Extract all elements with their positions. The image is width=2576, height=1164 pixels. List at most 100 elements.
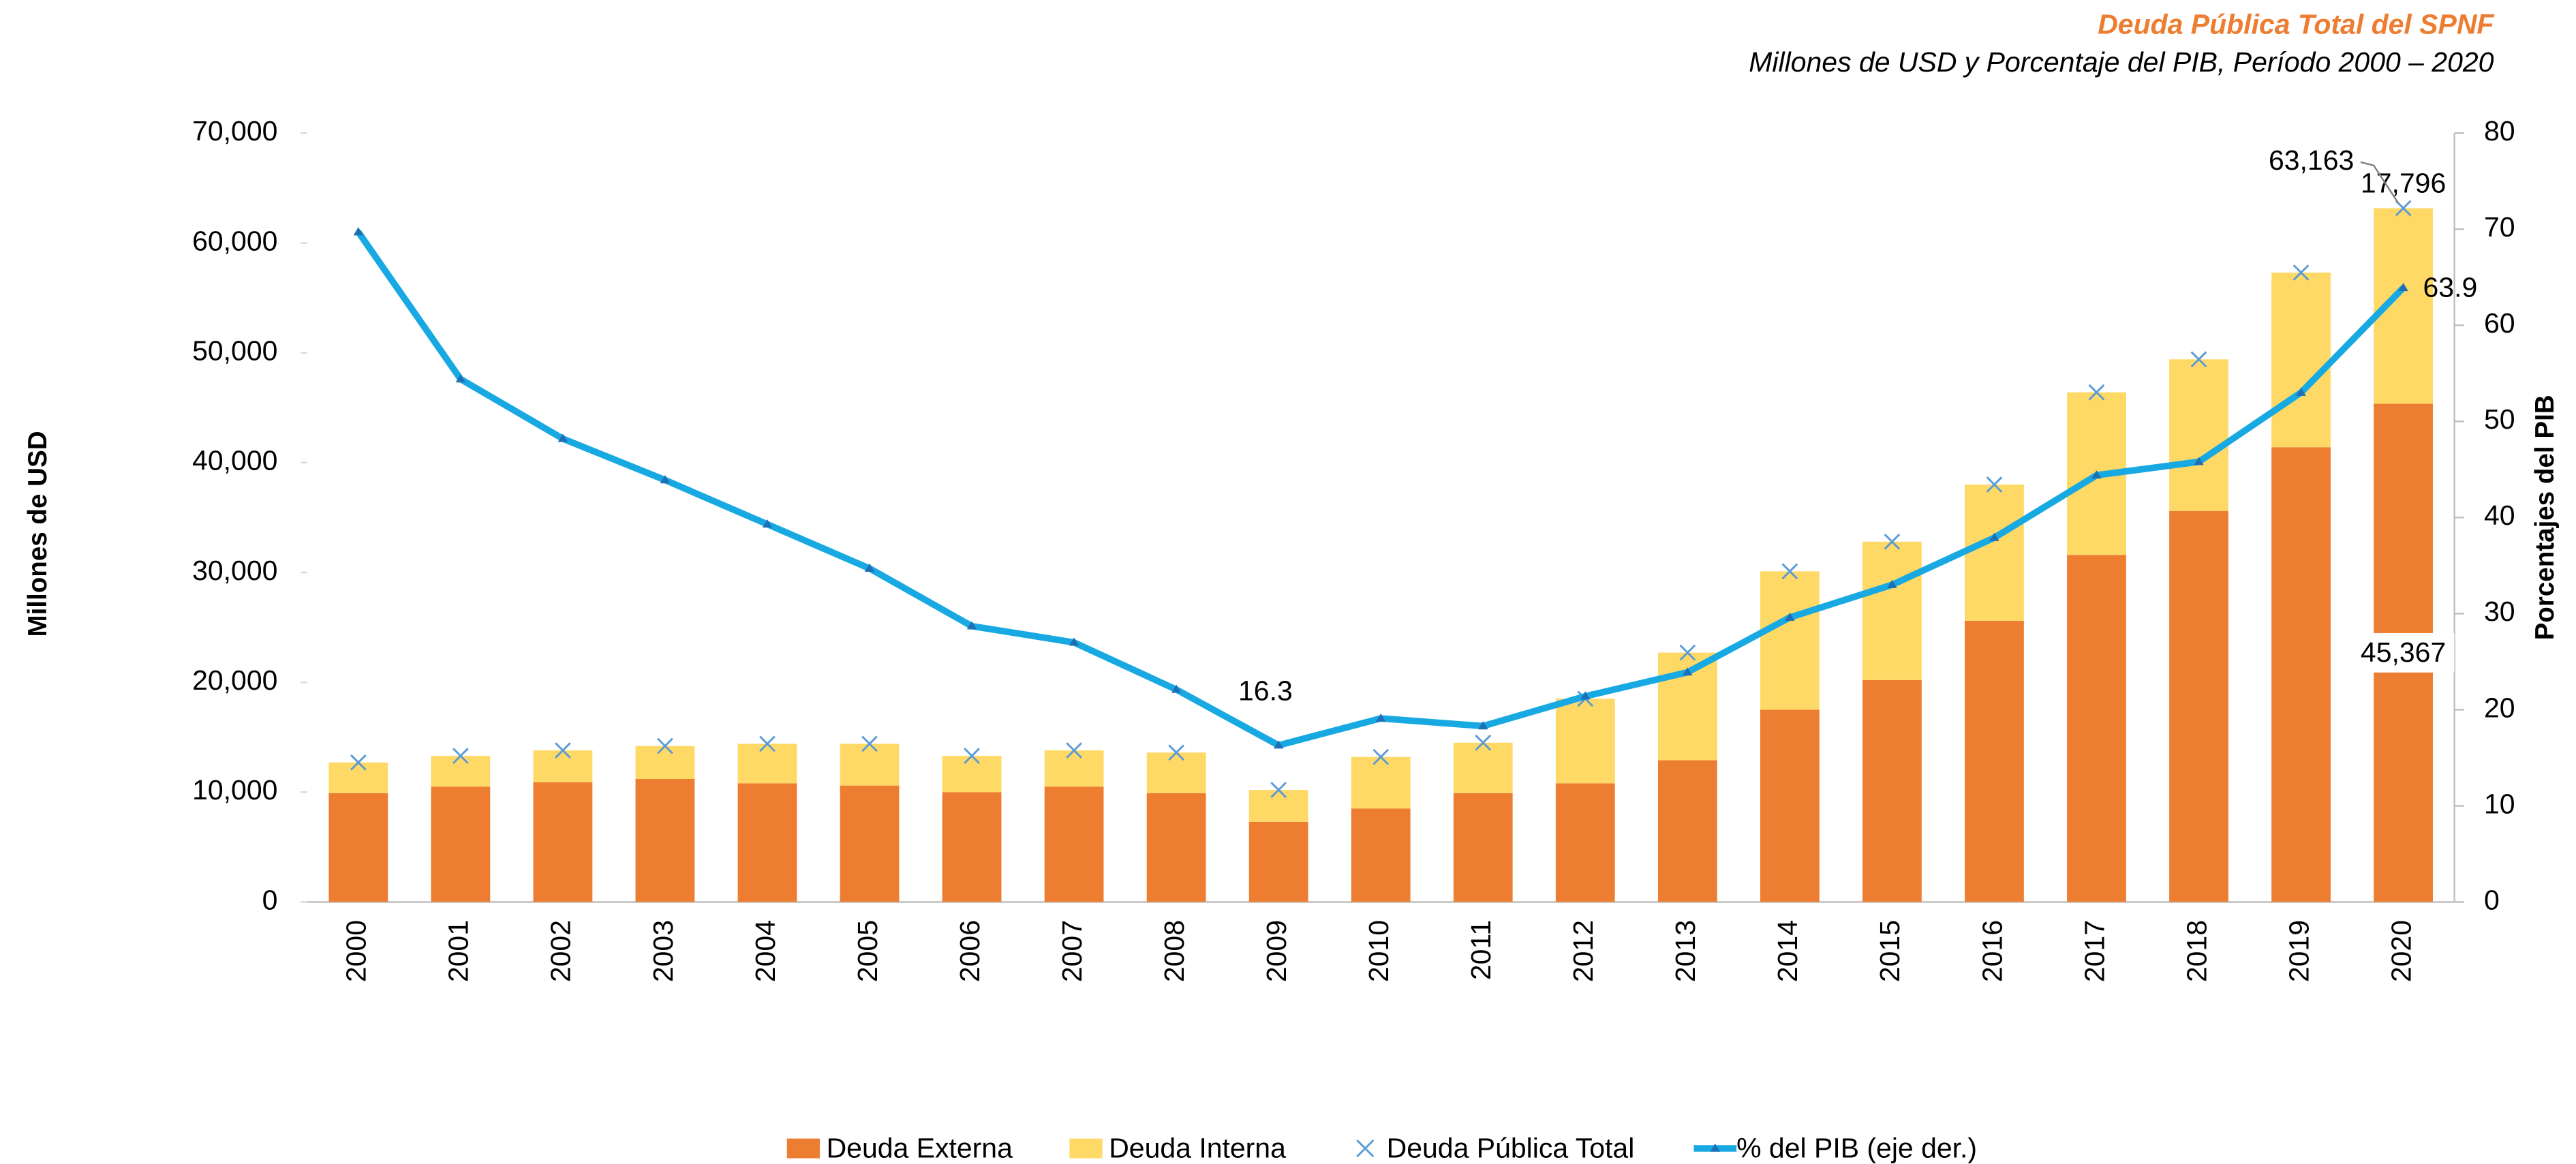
bar-segment (1862, 541, 1922, 680)
legend-swatch (1356, 1139, 1375, 1158)
bar-segment (1760, 571, 1820, 710)
x-tick-label: 2004 (750, 920, 781, 982)
bar-segment (840, 744, 900, 786)
data-label: 45,367 (2361, 637, 2446, 668)
x-tick-label: 2005 (852, 920, 883, 982)
pib-marker (1273, 740, 1284, 749)
bar-segment (1965, 485, 2024, 621)
y2-tick-label: 80 (2484, 115, 2515, 147)
total-marker (1781, 563, 1798, 580)
bar-segment (1248, 790, 1308, 822)
x-tick-label: 2006 (954, 920, 985, 982)
y-tick-label: 50,000 (192, 335, 277, 366)
total-marker (1373, 748, 1390, 765)
bar-segment (635, 778, 695, 902)
x-tick-label: 2018 (2181, 920, 2212, 982)
y-tick-label: 30,000 (192, 555, 277, 586)
legend-label: % del PIB (eje der.) (1736, 1132, 1977, 1163)
bar-segment (1044, 786, 1104, 902)
bar-segment (1555, 783, 1615, 902)
bar-segment (635, 746, 695, 779)
bar-segment (1248, 821, 1308, 902)
x-tick-label: 2003 (647, 920, 679, 982)
total-marker (861, 735, 878, 752)
x-tick-label: 2014 (1772, 920, 1803, 982)
legend-label: Deuda Interna (1109, 1132, 1286, 1163)
x-tick-label: 2017 (2079, 920, 2110, 982)
bar-segment (840, 785, 900, 902)
x-tick-label: 2001 (443, 920, 474, 982)
y2-axis-title: Porcentajes del PIB (2530, 395, 2560, 640)
bar-segment (1351, 808, 1411, 902)
y2-tick-label: 0 (2484, 884, 2500, 915)
x-tick-label: 2012 (1567, 920, 1599, 982)
label-box (2352, 632, 2455, 673)
bar-segment (1657, 760, 1717, 902)
y2-tick-label: 70 (2484, 211, 2515, 243)
pib-marker (1375, 713, 1386, 722)
pib-marker (1989, 532, 1999, 541)
bar-segment (328, 762, 388, 793)
total-marker (2088, 384, 2105, 401)
x-tick-label: 2015 (1874, 920, 1905, 982)
x-tick-label: 2009 (1261, 920, 1292, 982)
bar-segment (1965, 620, 2024, 902)
bar-segment (737, 783, 797, 902)
bar-segment (1351, 756, 1411, 809)
bar-segment (1453, 742, 1513, 793)
pib-marker (2296, 387, 2306, 396)
pib-marker (2091, 470, 2102, 479)
total-marker (350, 754, 367, 771)
pib-marker (660, 475, 671, 484)
total-marker (759, 735, 776, 752)
bar-segment (1146, 793, 1206, 902)
bar-segment (328, 793, 388, 902)
total-marker (452, 748, 469, 764)
chart-subtitle: Millones de USD y Porcentaje del PIB, Pe… (1749, 46, 2494, 78)
pib-marker (966, 621, 977, 630)
x-tick-label: 2008 (1159, 920, 1190, 982)
total-marker (1475, 734, 1492, 751)
bar-segment (2169, 359, 2228, 511)
x-tick-label: 2000 (341, 920, 372, 982)
bar-segment (942, 756, 1002, 793)
pib-marker (455, 374, 466, 383)
x-tick-label: 2011 (1465, 920, 1497, 980)
bar-segment (533, 782, 593, 902)
bar-segment (431, 756, 491, 787)
bar-segment (1760, 709, 1820, 902)
legend-label: Deuda Externa (827, 1132, 1013, 1163)
data-label: 63.9 (2423, 272, 2478, 303)
y-tick-label: 0 (262, 884, 278, 915)
pib-marker (1785, 612, 1795, 621)
x-tick-label: 2016 (1976, 920, 2008, 982)
data-label: 17,796 (2361, 168, 2446, 199)
total-marker (2190, 351, 2207, 368)
leader-line (2360, 161, 2399, 204)
x-tick-label: 2002 (545, 920, 577, 982)
x-tick-label: 2019 (2283, 920, 2314, 982)
y-tick-label: 40,000 (192, 445, 277, 476)
chart-title: Deuda Pública Total del SPNF (2098, 8, 2494, 40)
bar-segment (942, 792, 1002, 902)
y2-tick-label: 20 (2484, 692, 2515, 723)
legend-label: Deuda Pública Total (1387, 1132, 1635, 1163)
y-tick-label: 60,000 (192, 225, 277, 256)
total-marker (964, 748, 980, 764)
bar-segment (2271, 447, 2331, 902)
bar-segment (2271, 272, 2331, 448)
pib-marker (1478, 721, 1488, 730)
y-axis-title: Millones de USD (23, 431, 52, 637)
legend-swatch (786, 1138, 820, 1159)
pib-marker (1171, 684, 1182, 693)
x-tick-label: 2013 (1670, 920, 1701, 982)
pib-marker (1887, 579, 1897, 588)
bar-segment (1044, 750, 1104, 787)
bar-segment (1146, 752, 1206, 793)
y2-tick-label: 10 (2484, 788, 2515, 819)
pib-marker (557, 433, 568, 442)
total-marker (1884, 533, 1901, 550)
y2-tick-label: 50 (2484, 403, 2515, 435)
